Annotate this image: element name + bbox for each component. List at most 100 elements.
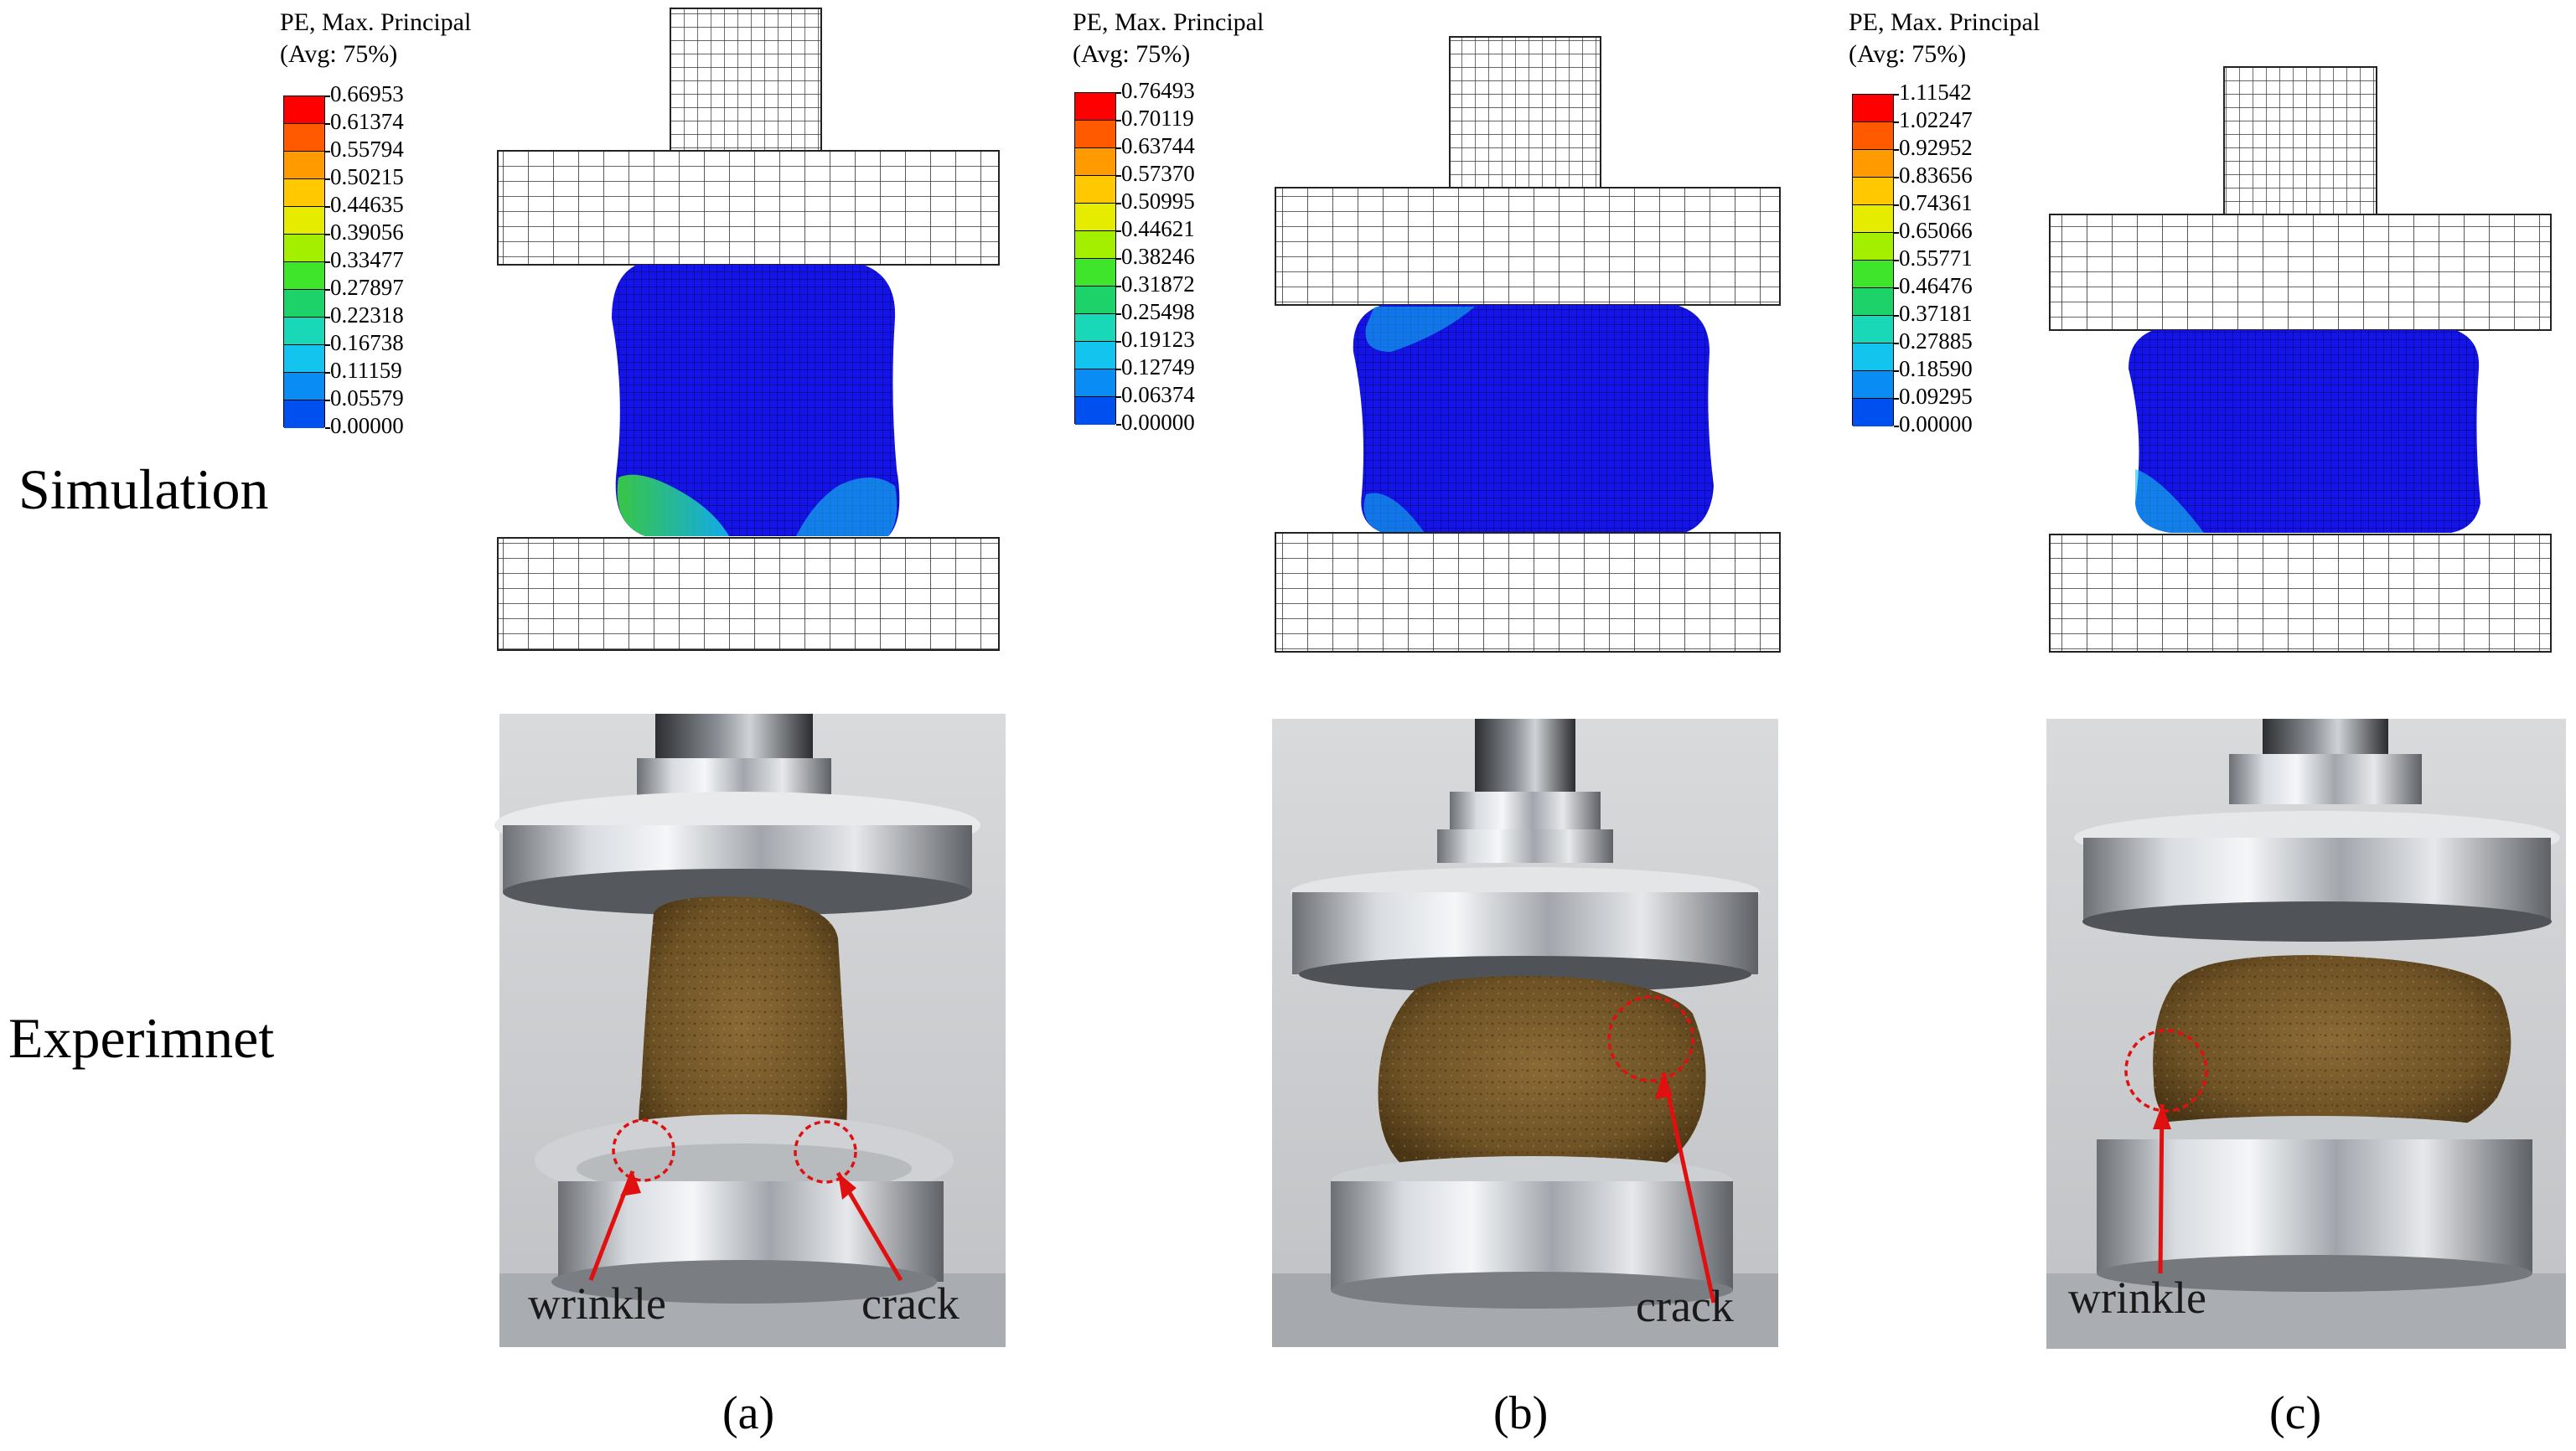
legend-tick-mark xyxy=(1894,426,1899,427)
legend-a: PE, Max. Principal (Avg: 75%) xyxy=(280,7,471,70)
panel-c-simulation xyxy=(2049,66,2552,653)
legend-tick-label: 0.50215 xyxy=(330,164,404,189)
legend-tick-label: 0.00000 xyxy=(1899,411,1973,436)
legend-tick-label: 0.19123 xyxy=(1121,327,1195,352)
legend-tick-mark xyxy=(1116,175,1121,177)
colorbar-segment xyxy=(1075,121,1115,148)
legend-tick-mark xyxy=(1116,92,1121,94)
colorbar-segment xyxy=(1075,314,1115,342)
colorbar-a xyxy=(283,96,325,428)
legend-tick-mark xyxy=(1116,396,1121,398)
colorbar-segment xyxy=(1075,148,1115,176)
legend-tick-mark xyxy=(1894,260,1899,261)
colorbar-segment xyxy=(284,373,324,400)
colorbar-segment xyxy=(1075,287,1115,314)
panel-b-photo xyxy=(1272,719,1778,1347)
legend-tick-mark xyxy=(1116,313,1121,315)
colorbar-segment xyxy=(1075,342,1115,369)
legend-tick-mark xyxy=(325,372,330,374)
caption-b: (b) xyxy=(1493,1387,1549,1439)
legend-tick-label: 1.11542 xyxy=(1899,80,1972,105)
legend-tick-mark xyxy=(1116,369,1121,370)
colorbar-segment xyxy=(1853,399,1893,426)
legend-title-line1: PE, Max. Principal xyxy=(280,8,472,36)
legend-tick-label: 0.06374 xyxy=(1121,382,1195,407)
colorbar-b xyxy=(1074,92,1116,425)
legend-tick-mark xyxy=(325,151,330,152)
caption-a: (a) xyxy=(722,1387,775,1439)
legend-title-line1: PE, Max. Principal xyxy=(1849,8,2041,36)
legend-tick-label: 0.55771 xyxy=(1899,245,1973,271)
legend-tick-label: 0.46476 xyxy=(1899,273,1973,298)
panel-a-photo xyxy=(494,714,1006,1347)
legend-title-line1: PE, Max. Principal xyxy=(1073,8,1265,36)
legend-tick-mark xyxy=(325,317,330,318)
legend-tick-mark xyxy=(325,289,330,291)
annotation-crack-a: crack xyxy=(861,1278,960,1329)
legend-tick-label: 0.11159 xyxy=(330,358,402,383)
legend-tick-mark xyxy=(1894,232,1899,234)
legend-tick-label: 0.44635 xyxy=(330,192,404,217)
legend-tick-label: 0.76493 xyxy=(1121,78,1195,103)
colorbar-segment xyxy=(1853,178,1893,205)
colorbar-segment xyxy=(1853,205,1893,233)
legend-tick-mark xyxy=(1116,258,1121,260)
panel-a-simulation xyxy=(497,8,1000,651)
legend-tick-mark xyxy=(1116,120,1121,121)
legend-tick-label: 0.09295 xyxy=(1899,384,1973,409)
colorbar-segment xyxy=(1853,122,1893,150)
legend-tick-mark xyxy=(325,427,330,429)
legend-tick-label: 1.02247 xyxy=(1899,107,1973,132)
legend-tick-label: 0.27897 xyxy=(330,275,404,300)
annotation-wrinkle-a: wrinkle xyxy=(528,1278,666,1329)
colorbar-segment xyxy=(1853,371,1893,399)
legend-tick-label: 0.00000 xyxy=(1121,410,1195,435)
legend-tick-mark xyxy=(1116,230,1121,232)
legend-tick-mark xyxy=(1116,286,1121,287)
legend-tick-label: 0.27885 xyxy=(1899,328,1973,354)
colorbar-segment xyxy=(1075,369,1115,397)
annotation-wrinkle-c: wrinkle xyxy=(2068,1273,2206,1323)
colorbar-segment xyxy=(284,290,324,318)
legend-tick-mark xyxy=(325,400,330,401)
legend-title-line2: (Avg: 75%) xyxy=(1073,40,1191,68)
legend-tick-label: 0.61374 xyxy=(330,109,404,134)
legend-tick-mark xyxy=(325,123,330,125)
legend-b: PE, Max. Principal (Avg: 75%) xyxy=(1073,7,1264,70)
legend-tick-label: 0.63744 xyxy=(1121,133,1195,158)
legend-title-line2: (Avg: 75%) xyxy=(1849,40,1967,68)
legend-tick-label: 0.83656 xyxy=(1899,163,1973,188)
legend-tick-label: 0.22318 xyxy=(330,302,404,328)
colorbar-segment xyxy=(1075,93,1115,121)
legend-tick-mark xyxy=(325,261,330,263)
legend-tick-label: 0.44621 xyxy=(1121,216,1195,241)
panel-b-simulation xyxy=(1275,36,1781,653)
row-label-experiment: Experimnet xyxy=(8,1006,275,1070)
legend-tick-mark xyxy=(1894,204,1899,206)
colorbar-segment xyxy=(284,152,324,179)
legend-tick-mark xyxy=(325,234,330,235)
colorbar-segment xyxy=(284,400,324,428)
legend-tick-label: 0.18590 xyxy=(1899,356,1973,381)
colorbar-segment xyxy=(1853,343,1893,371)
colorbar-segment xyxy=(1853,233,1893,261)
legend-tick-mark xyxy=(1116,341,1121,343)
legend-tick-label: 0.39056 xyxy=(330,219,404,245)
legend-tick-label: 0.74361 xyxy=(1899,190,1973,215)
row-label-simulation: Simulation xyxy=(18,457,269,521)
colorbar-segment xyxy=(284,124,324,152)
legend-tick-label: 0.00000 xyxy=(330,413,404,438)
colorbar-segment xyxy=(1853,316,1893,343)
colorbar-segment xyxy=(1853,261,1893,288)
legend-tick-mark xyxy=(1116,424,1121,426)
legend-tick-mark xyxy=(1894,149,1899,151)
legend-tick-mark xyxy=(1894,94,1899,96)
annotation-crack-b: crack xyxy=(1636,1281,1734,1331)
colorbar-segment xyxy=(284,96,324,124)
legend-tick-label: 0.57370 xyxy=(1121,161,1195,186)
legend-tick-label: 0.25498 xyxy=(1121,299,1195,324)
colorbar-segment xyxy=(1075,176,1115,204)
colorbar-segment xyxy=(284,318,324,345)
legend-tick-label: 0.37181 xyxy=(1899,301,1973,326)
